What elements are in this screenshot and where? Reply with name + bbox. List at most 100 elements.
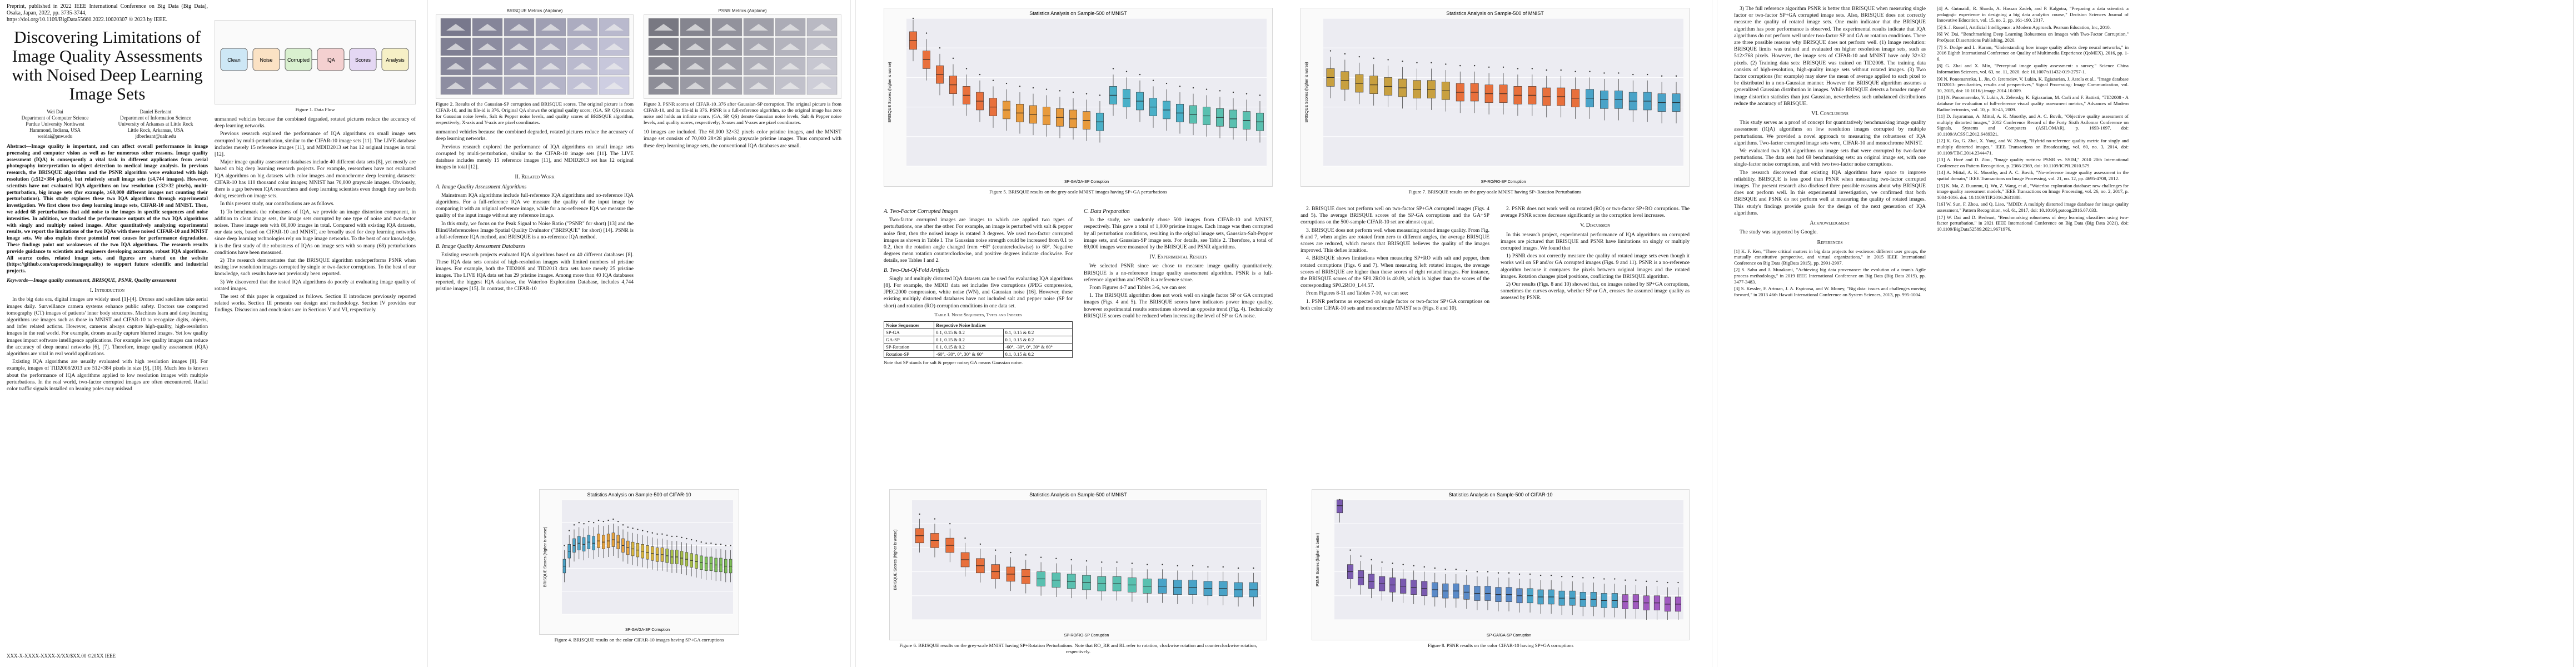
airplane-shape — [654, 82, 673, 89]
thumbnail-tile — [711, 57, 743, 76]
discussion-paragraph-2: 1) PSNR does not correctly measure the q… — [1501, 253, 1690, 280]
airplane-shape — [749, 82, 768, 89]
airplane-shape — [686, 24, 705, 31]
outlier-point — [1245, 93, 1248, 94]
airplane-shape — [510, 24, 529, 31]
results-paragraph-2: From Figures 4-7 and Tables 3-6, we can … — [1089, 285, 1187, 291]
airplane-shape — [813, 63, 831, 70]
airplane-shape — [478, 24, 497, 31]
outlier-point — [656, 533, 658, 535]
figure-2-image-grid — [436, 14, 634, 99]
table-row: Rotation-SP -60°, -30°, 0°, 30° & 60° 0.1,… — [884, 350, 1073, 358]
outlier-point — [1614, 578, 1616, 580]
outlier-point — [1059, 90, 1061, 92]
table-row: SP-Rotation 0.1, 0.15 & 0.2 -60°, -30°, 0°… — [884, 342, 1073, 351]
outlier-point — [1416, 62, 1418, 64]
discussion-paragraph-3: 2) Our results (Figs. 8 and 10) showed t… — [1501, 281, 1690, 301]
airplane-shape — [686, 82, 705, 89]
reference-item: [5] S. J. Russell, Artificial Intelligen… — [1937, 24, 2111, 30]
airplane-shape — [718, 43, 736, 51]
outlier-point — [1546, 69, 1547, 71]
outlier-point — [1561, 576, 1563, 578]
related-a-paragraph-2: In this study, we focus on the Peak Sign… — [436, 220, 634, 241]
reference-item: [2] S. Sahu and J. Murakami, "Achieving … — [1734, 267, 1926, 285]
airplane-shape — [749, 63, 768, 70]
conclusions-paragraph-3: The research discovered that existing IQ… — [1734, 169, 1926, 216]
figure-3-image-grid — [644, 14, 841, 99]
airplane-shape — [813, 43, 831, 51]
reference-item: [4] A. Gutmaidl, R. Sharda, A. Hassan Za… — [1937, 6, 2129, 23]
related-b-paragraph-1: Existing research projects evaluated IQA… — [436, 252, 634, 292]
outlier-point — [710, 542, 712, 544]
outlier-point — [1444, 569, 1447, 570]
page-2: BRISQUE Metrics (Airplane) Figure 2. Res… — [428, 0, 850, 667]
outlier-point — [681, 536, 682, 539]
outlier-point — [715, 544, 717, 545]
outlier-point — [1349, 549, 1351, 551]
figure-7-caption: Figure 7. BRISQUE results on the grey-sc… — [1408, 189, 1582, 195]
outlier-point — [661, 533, 663, 535]
intro-paragraph-3: unmanned vehicles because the combined d… — [215, 116, 416, 130]
outlier-point — [1192, 87, 1194, 89]
airplane-shape — [446, 24, 465, 31]
outlier-point — [1165, 82, 1168, 84]
reference-item: [10] N. Ponomarenko, V. Lukin, A. Zelens… — [1937, 94, 2129, 112]
page-1: Preprint, published in 2022 IEEE Interna… — [0, 0, 422, 667]
outlier-point — [1116, 561, 1118, 563]
outlier-point — [1125, 71, 1128, 72]
outlier-point — [651, 532, 653, 534]
outlier-point — [1085, 93, 1088, 94]
outlier-point — [730, 545, 731, 546]
outlier-point — [666, 534, 668, 536]
figure-8-boxplot: Statistics Analysis on Sample-500 of CIF… — [1316, 492, 1683, 638]
results-paragraph-5: 3. BRISQUE does not perform well when me… — [1301, 227, 1489, 254]
page4-left-column: 3) The full reference algorithm PSNR is … — [1734, 6, 1926, 661]
reference-item: [15] K. Ma, Z. Duanmu, Q. Wu, Z. Wang, e… — [1937, 182, 2129, 200]
brisque-airplane-grid — [440, 18, 630, 95]
flow-label: IQA — [326, 57, 335, 63]
outlier-point — [637, 529, 639, 530]
flow-label: Noise — [260, 57, 272, 63]
page3-right-left-column: 2. BRISQUE does not perform well on two-… — [1301, 206, 1489, 478]
page-4: 3) The full reference algorithm PSNR is … — [1717, 0, 2573, 667]
outlier-point — [1459, 64, 1461, 67]
figure-8: Statistics Analysis on Sample-500 of CIF… — [1312, 489, 1690, 640]
outlier-point — [979, 73, 981, 76]
outlier-point — [1476, 571, 1478, 573]
y-axis-label: BRISQUE Scores (higher is worse) — [888, 62, 892, 123]
outlier-point — [1371, 559, 1372, 561]
outlier-point — [569, 530, 570, 531]
contribution-4: The rest of this paper is organized as f… — [215, 293, 416, 313]
airplane-shape — [718, 63, 736, 70]
airplane-shape — [446, 63, 465, 70]
outlier-point — [964, 537, 966, 539]
outlier-point — [642, 530, 644, 531]
outlier-point — [919, 513, 920, 515]
figure-3-caption: Figure 3. PSNR scores of CIFAR-10_376 af… — [644, 101, 841, 126]
outlier-point — [1085, 560, 1088, 562]
outlier-point — [952, 57, 954, 59]
airplane-shape — [541, 63, 560, 70]
section-acknowledgment: Acknowledgment — [1810, 220, 1850, 227]
outlier-point — [1253, 567, 1254, 569]
conclusions-paragraph-1: This study serves as a proof of concept … — [1734, 120, 1926, 146]
outlier-point — [617, 520, 619, 522]
airplane-shape — [813, 24, 831, 31]
chart-title: Statistics Analysis on Sample-500 of MNI… — [1029, 11, 1127, 16]
figure-5: Statistics Analysis on Sample-500 of MNI… — [884, 8, 1273, 187]
outlier-point — [1381, 561, 1383, 563]
outlier-point — [1179, 86, 1181, 87]
reference-item: [17] W. Dai and D. Berleant, "Benchmarki… — [1937, 214, 2129, 232]
plot-area — [912, 500, 1261, 620]
outlier-point — [1632, 73, 1634, 76]
outlier-point — [912, 17, 914, 19]
author-2: Daniel Berleant Department of Informatio… — [118, 109, 193, 139]
outlier-point — [1232, 91, 1234, 93]
reference-item: [13] A. Horé and D. Ziou, "Image quality… — [1937, 157, 2129, 168]
outlier-point — [627, 526, 629, 528]
flow-label: Analysis — [386, 57, 405, 63]
airplane-shape — [749, 24, 768, 31]
outlier-point — [1070, 559, 1072, 561]
figure-6-caption: Figure 6. BRISQUE results on the grey-sc… — [899, 643, 1257, 654]
data-flow-diagram: Clean Noise Corrupted IQA Scores Analysis — [220, 48, 409, 71]
